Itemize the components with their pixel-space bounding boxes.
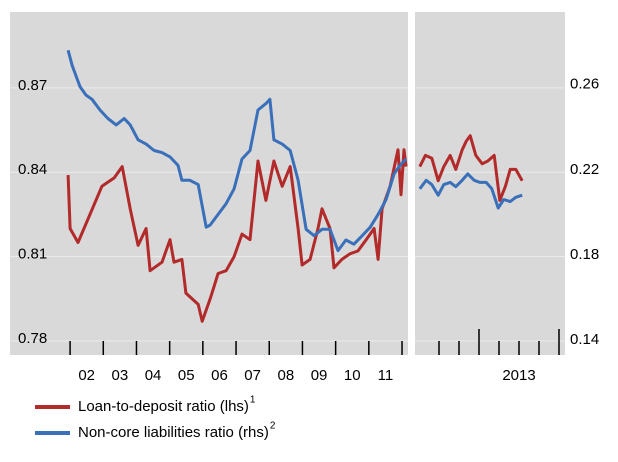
x-tick-label: 2013: [502, 367, 535, 384]
y2-tick-label: 0.18: [570, 246, 599, 263]
x-tick-label: 10: [344, 367, 361, 384]
series-line: [66, 49, 408, 253]
x-tick-label: 05: [178, 367, 195, 384]
series-line: [66, 148, 408, 323]
series-line: [418, 172, 523, 210]
panel-background: [415, 12, 565, 355]
legend-superscript: 2: [270, 421, 276, 432]
y2-tick-label: 0.26: [570, 76, 599, 93]
y2-tick-label: 0.22: [570, 161, 599, 178]
x-tick-label: 11: [378, 367, 394, 384]
x-tick-label: 09: [311, 367, 328, 384]
legend-label: Loan-to-deposit ratio (lhs): [78, 398, 249, 415]
legend-superscript: 1: [250, 395, 256, 406]
x-tick-label: 02: [78, 367, 95, 384]
y2-tick-label: 0.14: [570, 331, 599, 348]
y-tick-label: 0.78: [18, 330, 47, 347]
series-line: [418, 134, 524, 202]
x-tick-label: 07: [244, 367, 261, 384]
y-tick-label: 0.84: [18, 161, 47, 178]
y-tick-label: 0.87: [18, 77, 47, 94]
legend-label: Non-core liabilities ratio (rhs): [78, 424, 269, 441]
x-tick-label: 06: [211, 367, 228, 384]
x-tick-label: 04: [145, 367, 162, 384]
y-tick-label: 0.81: [18, 246, 47, 263]
x-tick-label: 03: [112, 367, 129, 384]
x-tick-label: 08: [278, 367, 295, 384]
